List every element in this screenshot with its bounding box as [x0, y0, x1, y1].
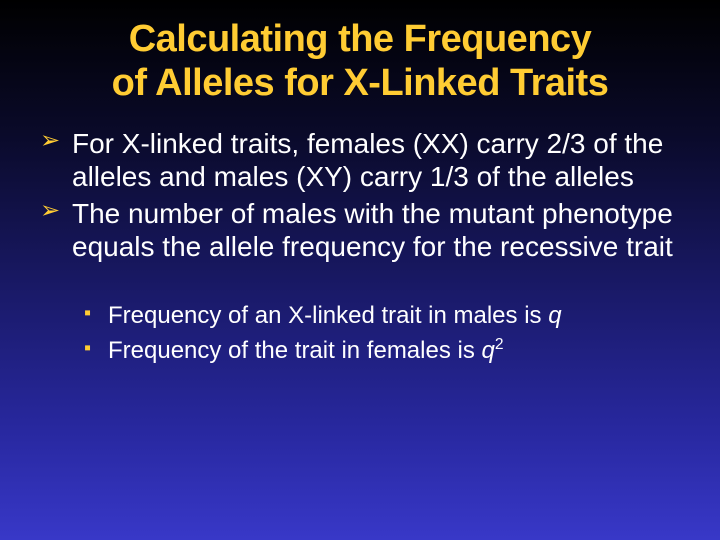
sub-bullet-item: Frequency of an X-linked trait in males …: [40, 300, 680, 331]
bullet-list-level1: For X-linked traits, females (XX) carry …: [40, 127, 680, 263]
title-line-1: Calculating the Frequency: [129, 18, 592, 60]
title-line-2: of Alleles for X-Linked Traits: [112, 62, 609, 104]
sub-bullet-prefix: Frequency of the trait in females is: [108, 337, 482, 364]
sub-bullet-prefix: Frequency of an X-linked trait in males …: [108, 302, 548, 329]
slide-container: Calculating the Frequency of Alleles for…: [0, 0, 720, 540]
slide-title: Calculating the Frequency of Alleles for…: [40, 18, 680, 105]
bullet-list-level2: Frequency of an X-linked trait in males …: [40, 300, 680, 366]
variable-q: q: [482, 337, 495, 364]
bullet-text: For X-linked traits, females (XX) carry …: [72, 128, 663, 192]
bullet-item: The number of males with the mutant phen…: [40, 197, 680, 263]
superscript: 2: [495, 336, 504, 353]
bullet-item: For X-linked traits, females (XX) carry …: [40, 127, 680, 193]
sub-bullet-item: Frequency of the trait in females is q2: [40, 335, 680, 366]
bullet-text: The number of males with the mutant phen…: [72, 198, 673, 262]
variable-q: q: [548, 302, 561, 329]
